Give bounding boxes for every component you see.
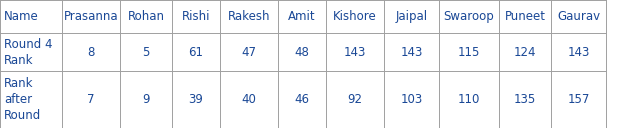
Text: Rakesh: Rakesh bbox=[228, 10, 270, 23]
Text: Rohan: Rohan bbox=[127, 10, 164, 23]
Text: Swaroop: Swaroop bbox=[444, 10, 494, 23]
Text: 5: 5 bbox=[142, 45, 150, 58]
Text: 103: 103 bbox=[401, 93, 422, 106]
Text: 9: 9 bbox=[142, 93, 150, 106]
Text: 39: 39 bbox=[189, 93, 204, 106]
Text: 143: 143 bbox=[344, 45, 366, 58]
Text: Rishi: Rishi bbox=[182, 10, 211, 23]
Text: 47: 47 bbox=[241, 45, 257, 58]
Text: 7: 7 bbox=[87, 93, 95, 106]
Text: 40: 40 bbox=[241, 93, 257, 106]
Text: 8: 8 bbox=[87, 45, 95, 58]
Text: 48: 48 bbox=[294, 45, 309, 58]
Text: 46: 46 bbox=[294, 93, 310, 106]
Text: 124: 124 bbox=[514, 45, 536, 58]
Text: 61: 61 bbox=[189, 45, 204, 58]
Text: 115: 115 bbox=[458, 45, 480, 58]
Text: Round 4
Rank: Round 4 Rank bbox=[4, 38, 52, 67]
Text: Amit: Amit bbox=[288, 10, 316, 23]
Text: Jaipal: Jaipal bbox=[396, 10, 428, 23]
Text: Puneet: Puneet bbox=[504, 10, 545, 23]
Text: 92: 92 bbox=[348, 93, 362, 106]
Text: 143: 143 bbox=[400, 45, 422, 58]
Text: 110: 110 bbox=[458, 93, 480, 106]
Text: Gaurav: Gaurav bbox=[557, 10, 600, 23]
Text: 135: 135 bbox=[514, 93, 536, 106]
Text: Name: Name bbox=[4, 10, 39, 23]
Text: 157: 157 bbox=[567, 93, 589, 106]
Text: 143: 143 bbox=[567, 45, 589, 58]
Text: Prasanna: Prasanna bbox=[64, 10, 118, 23]
Text: Rank
after
Round: Rank after Round bbox=[4, 77, 41, 122]
Text: Kishore: Kishore bbox=[333, 10, 377, 23]
